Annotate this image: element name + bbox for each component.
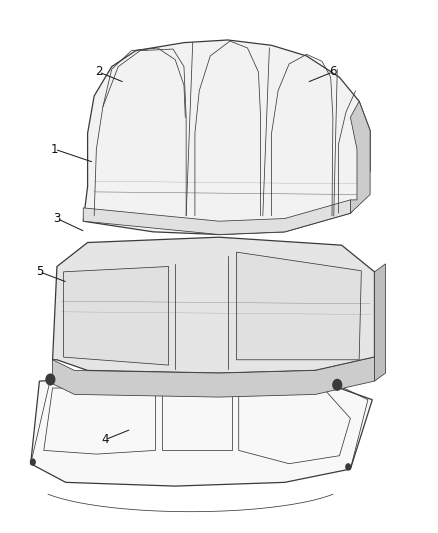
Polygon shape <box>83 40 370 235</box>
Polygon shape <box>350 101 370 213</box>
Text: 6: 6 <box>329 66 337 78</box>
Circle shape <box>345 463 351 471</box>
Polygon shape <box>31 378 372 486</box>
Polygon shape <box>83 200 350 235</box>
Text: 2: 2 <box>95 66 102 78</box>
Polygon shape <box>53 357 374 397</box>
Text: 3: 3 <box>53 212 60 225</box>
Text: 4: 4 <box>101 433 109 446</box>
Polygon shape <box>237 252 361 360</box>
Circle shape <box>46 374 55 385</box>
Circle shape <box>30 458 36 466</box>
Polygon shape <box>53 237 374 373</box>
Text: 5: 5 <box>36 265 43 278</box>
Text: 1: 1 <box>51 143 59 156</box>
Polygon shape <box>374 264 385 381</box>
Circle shape <box>333 379 342 390</box>
Polygon shape <box>64 266 169 365</box>
